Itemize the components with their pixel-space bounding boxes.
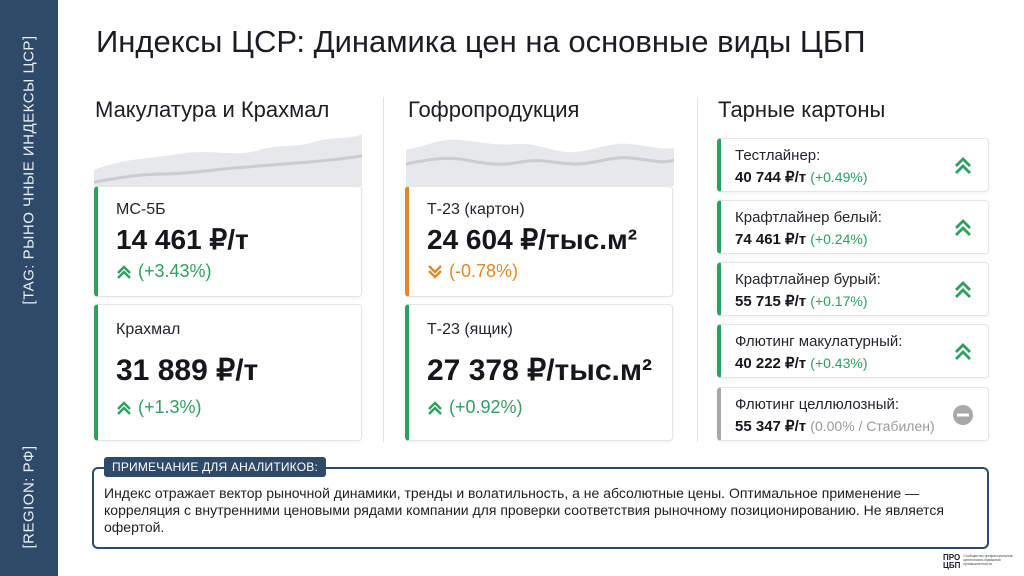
item-name: Тестлайнер: <box>735 147 821 164</box>
tag-label: [TAG: РЫНО ЧНЫЕ ИНДЕКСЫ ЦСР] <box>20 35 38 305</box>
logo-mark: ПРО ЦБП <box>943 553 961 570</box>
card-change: (+1.3%) <box>116 397 202 418</box>
card-value: 27 378 ₽/тыс.м² <box>427 354 653 387</box>
item-value-line: 55 715 ₽/т (+0.17%) <box>735 293 868 310</box>
sparkline-waste-starch <box>94 134 362 186</box>
item-name: Флютинг целлюлозный: <box>735 396 900 413</box>
column-title-waste-starch: Макулатура и Крахмал <box>95 97 330 122</box>
column-divider <box>383 97 384 442</box>
analyst-note-box <box>92 467 989 549</box>
side-rail: [TAG: РЫНО ЧНЫЕ ИНДЕКСЫ ЦСР] [REGION: РФ… <box>0 0 58 576</box>
item-value-line: 40 222 ₽/т (+0.43%) <box>735 355 868 372</box>
chevron-double-up-icon <box>117 400 131 415</box>
item-name: Флютинг макулатурный: <box>735 333 903 350</box>
chevron-double-up-icon <box>955 157 971 174</box>
card-value: 31 889 ₽/т <box>116 354 259 387</box>
chevron-double-up-icon <box>955 281 971 298</box>
card-change: (+0.92%) <box>427 397 523 418</box>
price-item-kraftliner-brown: Крафтлайнер бурый: 55 715 ₽/т (+0.17%) <box>717 262 989 316</box>
stable-minus-icon <box>953 405 973 425</box>
price-card-t23-board: Т-23 (картон) 24 604 ₽/тыс.м² (-0.78%) <box>405 186 673 297</box>
brand-logo: ПРО ЦБП Сообщество профессионалов целлюл… <box>943 554 1015 570</box>
item-value-line: 74 461 ₽/т (+0.24%) <box>735 231 868 248</box>
price-card-starch: Крахмал 31 889 ₽/т (+1.3%) <box>94 304 362 441</box>
sparkline-corrugated <box>406 139 674 186</box>
analyst-note-text: Индекс отражает вектор рыночной динамики… <box>104 485 945 535</box>
item-value-line: 40 744 ₽/т (+0.49%) <box>735 169 868 186</box>
chevron-double-down-icon <box>428 264 442 279</box>
page-title: Индексы ЦСР: Динамика цен на основные ви… <box>96 24 866 59</box>
column-divider <box>697 97 698 442</box>
price-item-testliner: Тестлайнер: 40 744 ₽/т (+0.49%) <box>717 138 989 192</box>
item-name: Крафтлайнер бурый: <box>735 271 881 288</box>
item-value-line: 55 347 ₽/т (0.00% / Стабилен) <box>735 418 935 435</box>
price-item-fluting-cellulose: Флютинг целлюлозный: 55 347 ₽/т (0.00% /… <box>717 387 989 441</box>
region-label: [REGION: РФ] <box>20 445 38 549</box>
card-value: 24 604 ₽/тыс.м² <box>427 224 638 255</box>
price-card-ms5b: МС-5Б 14 461 ₽/т (+3.43%) <box>94 186 362 297</box>
card-name: Т-23 (картон) <box>427 201 525 218</box>
card-value: 14 461 ₽/т <box>116 224 249 255</box>
logo-text: Сообщество профессионалов целлюлозно-бум… <box>963 554 1013 566</box>
chevron-double-up-icon <box>117 264 131 279</box>
analyst-note-tag: ПРИМЕЧАНИЕ ДЛЯ АНАЛИТИКОВ: <box>104 457 327 477</box>
price-item-kraftliner-white: Крафтлайнер белый: 74 461 ₽/т (+0.24%) <box>717 200 989 254</box>
column-title-containerboard: Тарные картоны <box>718 97 886 122</box>
card-name: МС-5Б <box>116 201 166 218</box>
column-title-corrugated: Гофропродукция <box>408 97 580 122</box>
chevron-double-up-icon <box>955 219 971 236</box>
card-change: (+3.43%) <box>116 261 212 282</box>
card-name: Крахмал <box>116 321 181 338</box>
card-name: Т-23 (ящик) <box>427 321 513 338</box>
price-item-fluting-recycled: Флютинг макулатурный: 40 222 ₽/т (+0.43%… <box>717 324 989 378</box>
card-change: (-0.78%) <box>427 261 518 282</box>
chevron-double-up-icon <box>955 343 971 360</box>
item-name: Крафтлайнер белый: <box>735 209 882 226</box>
chevron-double-up-icon <box>428 400 442 415</box>
price-card-t23-box: Т-23 (ящик) 27 378 ₽/тыс.м² (+0.92%) <box>405 304 673 441</box>
